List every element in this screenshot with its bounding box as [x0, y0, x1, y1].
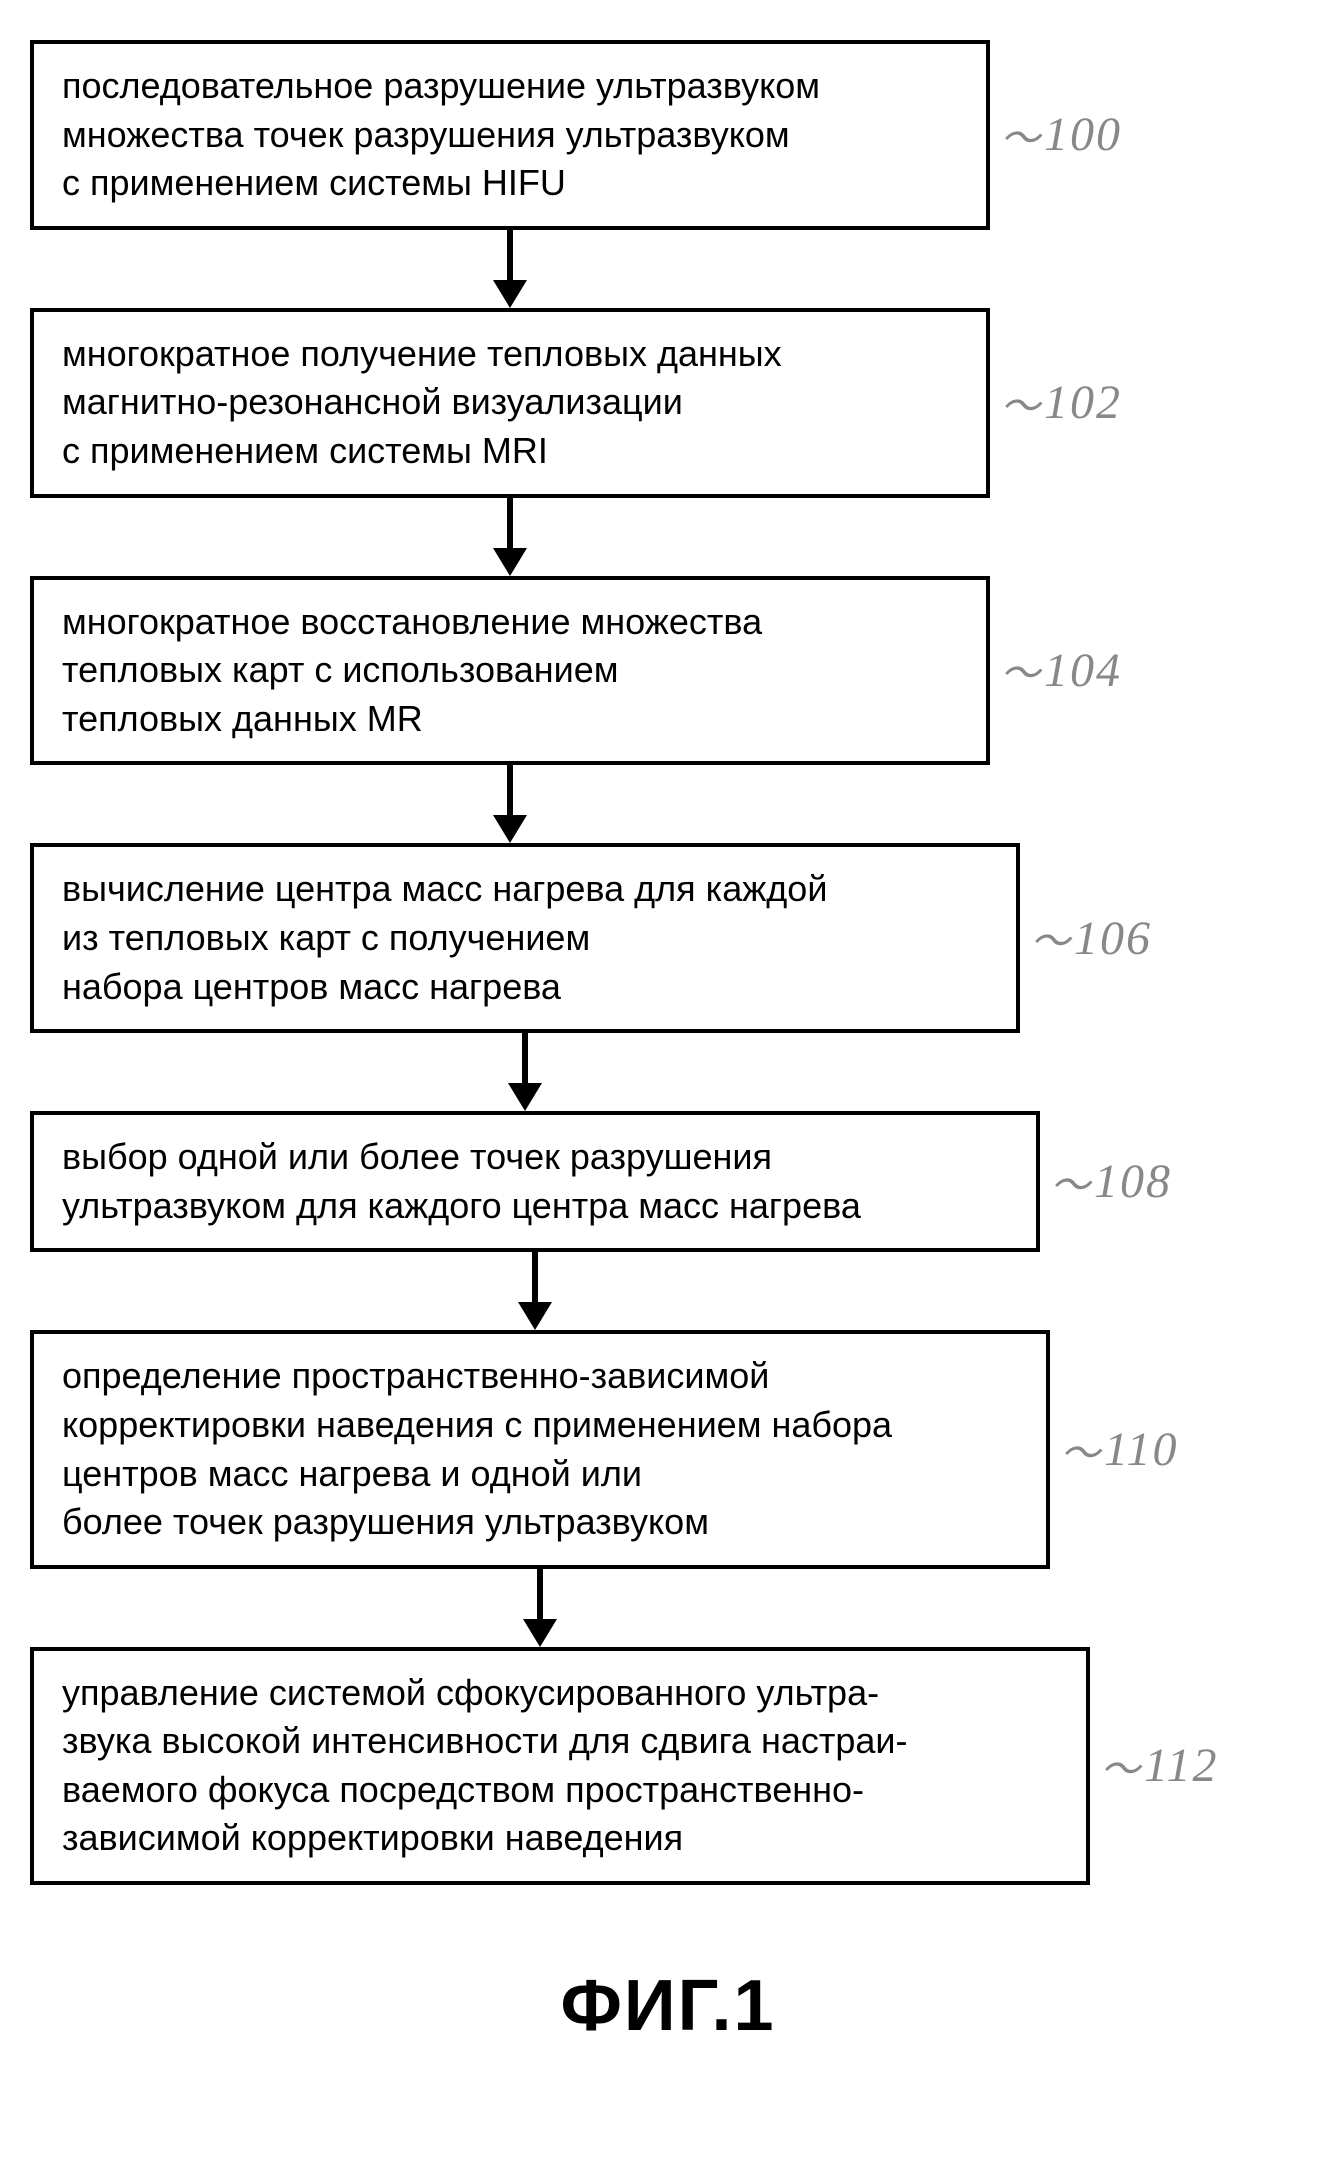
step-box: выбор одной или более точек разрушения у… — [30, 1111, 1040, 1252]
flowchart-step: управление системой сфокусированного уль… — [30, 1647, 1306, 1885]
arrow-down-icon — [493, 498, 527, 576]
arrow-down-icon — [493, 765, 527, 843]
step-number-label: 110 — [1104, 1422, 1178, 1477]
step-label-connector: ～106 — [1030, 909, 1152, 967]
step-number-label: 106 — [1074, 911, 1152, 966]
step-number-label: 112 — [1144, 1738, 1218, 1793]
arrow-down-icon — [518, 1252, 552, 1330]
arrow-wrap — [30, 498, 990, 576]
flowchart-step: многократное восстановление множества те… — [30, 576, 1306, 766]
arrow-wrap — [30, 765, 990, 843]
step-label-connector: ～100 — [1000, 106, 1122, 164]
step-label-connector: ～102 — [1000, 374, 1122, 432]
flowchart-step: выбор одной или более точек разрушения у… — [30, 1111, 1306, 1252]
tilde-icon: ～ — [1050, 1153, 1086, 1211]
step-label-connector: ～112 — [1100, 1737, 1218, 1795]
tilde-icon: ～ — [1000, 641, 1036, 699]
step-number-label: 100 — [1044, 107, 1122, 162]
step-box: вычисление центра масс нагрева для каждо… — [30, 843, 1020, 1033]
flowchart-step: определение пространственно-зависимой ко… — [30, 1330, 1306, 1568]
arrow-wrap — [30, 1252, 1040, 1330]
tilde-icon: ～ — [1030, 909, 1066, 967]
arrow-down-icon — [523, 1569, 557, 1647]
step-number-label: 102 — [1044, 375, 1122, 430]
step-label-connector: ～110 — [1060, 1421, 1178, 1479]
step-box: управление системой сфокусированного уль… — [30, 1647, 1090, 1885]
step-box: многократное получение тепловых данных м… — [30, 308, 990, 498]
step-box: последовательное разрушение ультразвуком… — [30, 40, 990, 230]
tilde-icon: ～ — [1000, 106, 1036, 164]
figure-caption: ФИГ.1 — [30, 1965, 1306, 2047]
tilde-icon: ～ — [1000, 374, 1036, 432]
step-box: многократное восстановление множества те… — [30, 576, 990, 766]
flowchart-step: вычисление центра масс нагрева для каждо… — [30, 843, 1306, 1033]
arrow-wrap — [30, 1033, 1020, 1111]
flowchart-step: многократное получение тепловых данных м… — [30, 308, 1306, 498]
flowchart-step: последовательное разрушение ультразвуком… — [30, 40, 1306, 230]
arrow-down-icon — [508, 1033, 542, 1111]
step-label-connector: ～108 — [1050, 1153, 1172, 1211]
step-number-label: 104 — [1044, 643, 1122, 698]
arrow-down-icon — [493, 230, 527, 308]
flowchart-container: последовательное разрушение ультразвуком… — [30, 40, 1306, 1885]
step-number-label: 108 — [1094, 1154, 1172, 1209]
arrow-wrap — [30, 230, 990, 308]
tilde-icon: ～ — [1100, 1737, 1136, 1795]
tilde-icon: ～ — [1060, 1421, 1096, 1479]
arrow-wrap — [30, 1569, 1050, 1647]
step-box: определение пространственно-зависимой ко… — [30, 1330, 1050, 1568]
step-label-connector: ～104 — [1000, 641, 1122, 699]
